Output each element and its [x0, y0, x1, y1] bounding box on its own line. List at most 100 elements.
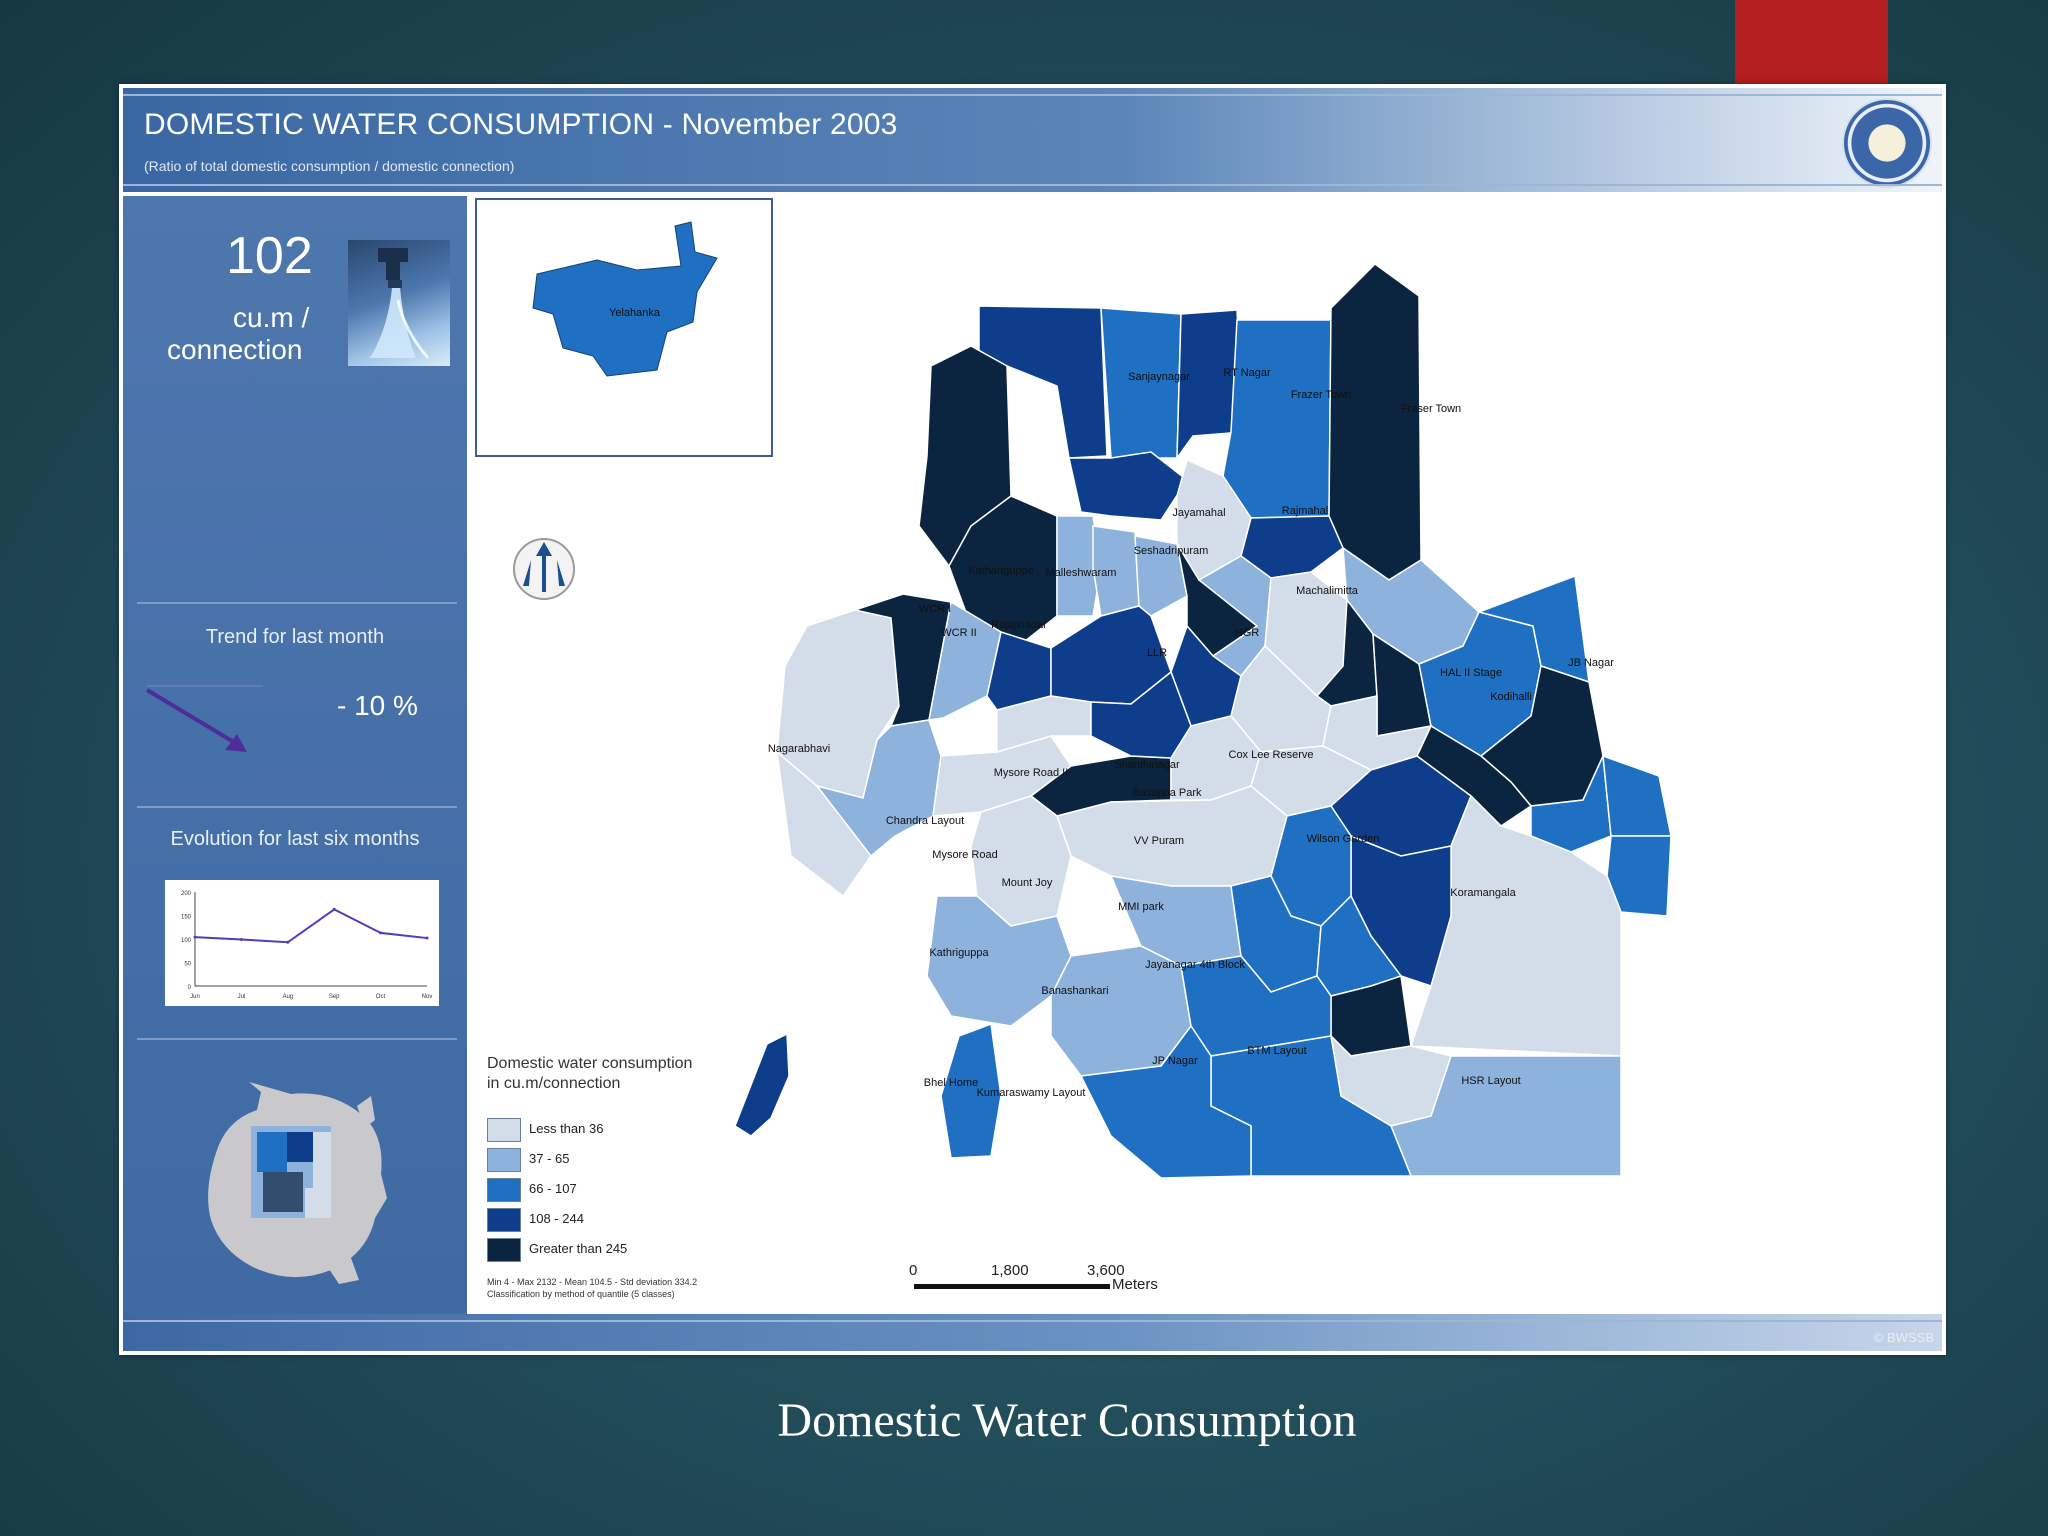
- stats-line1: Min 4 - Max 2132 - Mean 104.5 - Std devi…: [487, 1277, 698, 1287]
- mini-chart-y-tick: 0: [188, 985, 192, 991]
- district-polygon: [1100, 307, 1182, 459]
- kpi-unit-line1: cu.m /: [233, 302, 310, 333]
- district-polygon: [1134, 535, 1188, 617]
- accent-tab: [1735, 0, 1888, 84]
- mini-chart-point: [239, 937, 243, 941]
- legend-label: 66 - 107: [529, 1181, 577, 1196]
- legend-label: 108 - 244: [529, 1211, 584, 1226]
- district-label: HAL II Stage: [1440, 667, 1502, 679]
- district-label: Banashankari: [1041, 985, 1108, 997]
- scale-tick-label: 0: [909, 1262, 918, 1279]
- district-label: Kumaraswamy Layout: [977, 1087, 1086, 1099]
- mini-chart-point: [286, 940, 290, 944]
- mini-chart-x-tick: Aug: [282, 994, 293, 1000]
- mini-chart-point: [332, 907, 336, 911]
- mini-chart-x-tick: Jun: [190, 994, 200, 1000]
- mini-chart-point: [379, 931, 383, 935]
- district-polygon: [815, 719, 942, 858]
- inset-map: Yelahanka: [475, 198, 773, 457]
- mini-chart-x-tick: Sep: [329, 994, 340, 1000]
- district-label: JB Nagar: [1568, 657, 1614, 669]
- stats-line2: Classification by method of quantile (5 …: [487, 1289, 675, 1299]
- bwssb-seal-icon: [1842, 98, 1932, 188]
- district-label: Malleshwaram: [1046, 567, 1117, 579]
- district-labels: Jayamahal Machalimitta HGR LLR WCR II Rajajin…: [768, 367, 1614, 1099]
- district-label: Rajajinagar: [991, 619, 1047, 631]
- mini-chart-x-tick: Oct: [376, 994, 386, 1000]
- district-label: Rajmahal: [1282, 505, 1328, 517]
- legend-swatch: [487, 1178, 521, 1202]
- legend-swatch: [487, 1238, 521, 1262]
- mini-chart-series-line: [194, 908, 428, 944]
- sidebar-divider: [137, 1038, 457, 1040]
- slide-caption: Domestic Water Consumption: [777, 1394, 1357, 1447]
- district-label: Wilson Garden: [1307, 833, 1380, 845]
- header-rule-top: [123, 94, 1942, 96]
- district-label: Seshadripuram: [1134, 545, 1209, 557]
- legend-swatch: [487, 1148, 521, 1172]
- mini-chart-axis: [194, 892, 427, 987]
- city-locator-map: [208, 1082, 387, 1284]
- sidebar-panel: 102 cu.m / connection Trend for last mon…: [123, 196, 467, 1314]
- evolution-label: Evolution for last six months: [170, 828, 420, 850]
- district-polygon: [1176, 309, 1244, 461]
- district-label: Cox Lee Reserve: [1229, 749, 1314, 761]
- district-polygon: [734, 1032, 790, 1137]
- legend-stats: Min 4 - Max 2132 - Mean 104.5 - Std devi…: [487, 1276, 697, 1300]
- legend-title-line1: Domestic water consumption: [487, 1055, 693, 1072]
- district-label: Frazer Town: [1291, 389, 1351, 401]
- header-rule-bottom: [123, 184, 1942, 186]
- scale-bar-line: [914, 1284, 1110, 1289]
- scale-unit-label: Meters: [1112, 1276, 1158, 1293]
- poster-header: DOMESTIC WATER CONSUMPTION - November 20…: [123, 88, 1942, 192]
- district-choropleth-map: Jayamahal Machalimitta HGR LLR WCR II Rajajin…: [734, 263, 1672, 1179]
- mini-chart-y-tick: 50: [184, 962, 191, 968]
- district-polygon: [1222, 319, 1332, 519]
- legend-title-line2: in cu.m/connection: [487, 1075, 621, 1092]
- district-label: Koramangala: [1450, 887, 1516, 899]
- legend-label: Less than 36: [529, 1121, 604, 1136]
- district-label: Mysore Road: [932, 849, 997, 861]
- poster-title: DOMESTIC WATER CONSUMPTION - November 20…: [144, 108, 898, 141]
- scale-tick-label: 3,600: [1087, 1262, 1125, 1279]
- district-polygon: [1068, 451, 1189, 521]
- district-label: JP Nagar: [1152, 1055, 1198, 1067]
- district-polygon: [1606, 835, 1672, 917]
- kpi-value: 102: [226, 227, 313, 285]
- district-label: Chandra Layout: [886, 815, 964, 827]
- district-label: HSR Layout: [1461, 1075, 1520, 1087]
- district-label: Kodihalli: [1490, 691, 1532, 703]
- sidebar-divider: [137, 806, 457, 808]
- district-label: WCR II: [941, 627, 976, 639]
- north-arrow-icon: [513, 538, 575, 600]
- mini-chart-point: [193, 935, 197, 939]
- district-label: LLR: [1147, 647, 1167, 659]
- district-label: HGR: [1235, 627, 1260, 639]
- trend-down-arrow-icon: [145, 685, 263, 752]
- poster-footer: © BWSSB: [123, 1314, 1942, 1351]
- map-frame: Yelahanka: [471, 196, 1942, 1314]
- trend-label: Trend for last month: [205, 626, 385, 648]
- district-label: Sanjaynagar: [1128, 371, 1190, 383]
- district-label: RT Nagar: [1223, 367, 1271, 379]
- trend-value: - 10 %: [337, 690, 418, 721]
- district-label: MMI park: [1118, 901, 1164, 913]
- district-label: Kathariguppe: [968, 565, 1033, 577]
- map-poster: DOMESTIC WATER CONSUMPTION - November 20…: [119, 84, 1946, 1355]
- mini-chart-y-tick: 100: [181, 938, 192, 944]
- mini-chart-x-tick: Jul: [238, 994, 246, 1000]
- district-label: WCR I: [919, 603, 951, 615]
- kpi-unit-line2: connection: [167, 334, 303, 365]
- legend-label: Greater than 245: [529, 1241, 628, 1256]
- legend-label: 37 - 65: [529, 1151, 570, 1166]
- district-label: Mysore Road II: [994, 767, 1069, 779]
- mini-chart-point: [425, 936, 429, 940]
- district-label: BTM Layout: [1247, 1045, 1306, 1057]
- district-label: Machalimitta: [1296, 585, 1359, 597]
- scale-tick-label: 1,800: [991, 1262, 1029, 1279]
- district-label: Nagarabhavi: [768, 743, 830, 755]
- copyright-text: © BWSSB: [1873, 1330, 1934, 1345]
- district-label: Shanthinagar: [1114, 759, 1180, 771]
- district-label: Kathriguppa: [929, 947, 989, 959]
- district-label: VV Puram: [1134, 835, 1184, 847]
